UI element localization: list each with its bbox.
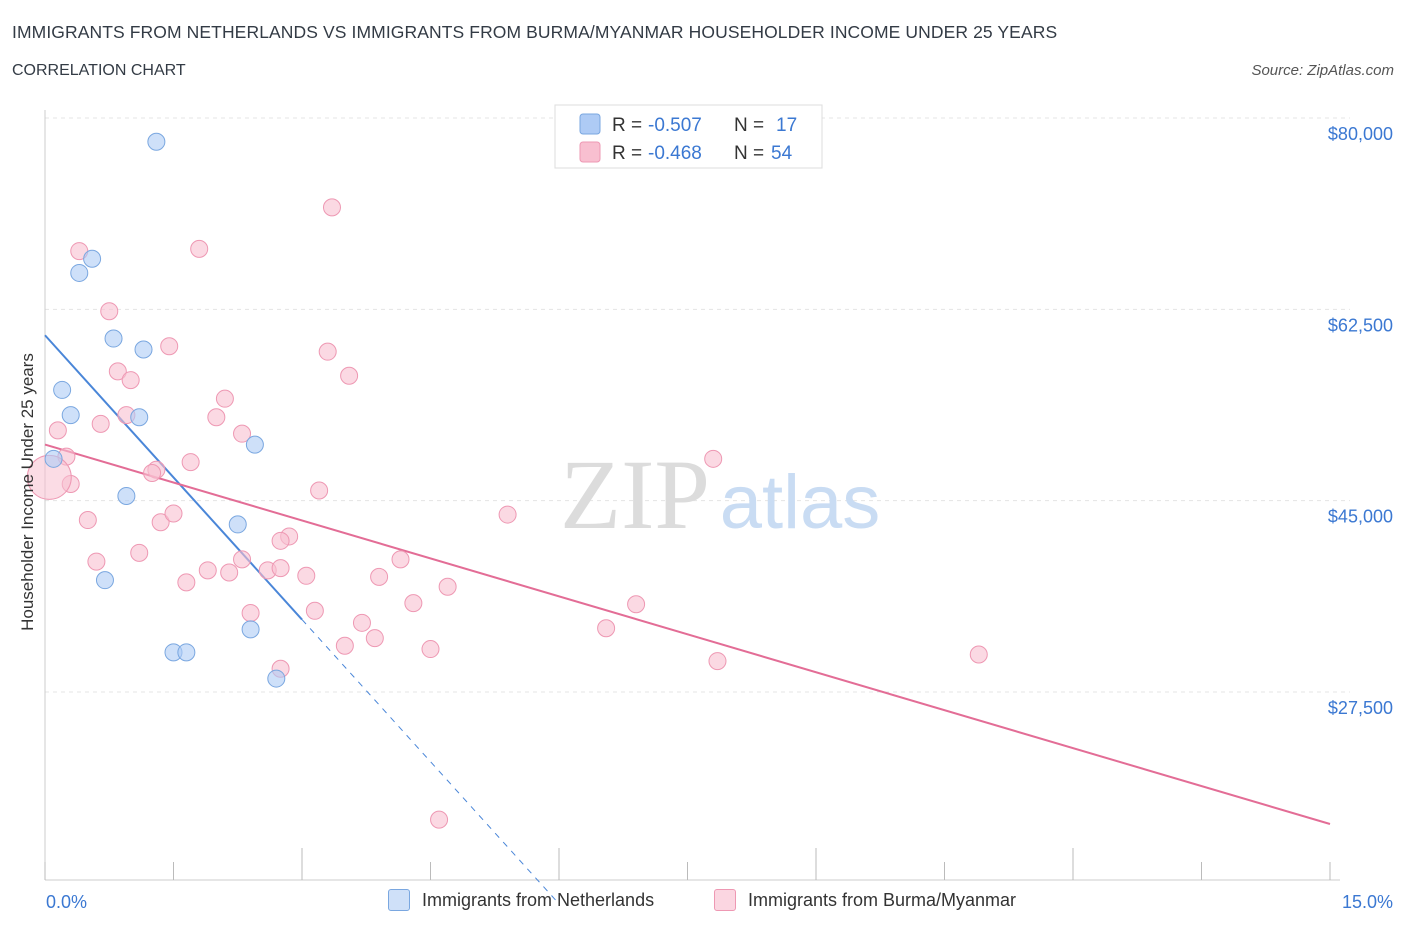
point-netherlands — [53, 380, 72, 399]
point-burma — [121, 371, 140, 390]
point-burma — [352, 613, 371, 632]
legend-swatch-burma — [579, 141, 601, 163]
point-burma — [108, 362, 127, 381]
point-burma — [708, 652, 727, 671]
point-burma — [48, 421, 67, 440]
trend-line-burma — [44, 443, 1331, 825]
point-netherlands — [147, 132, 166, 151]
point-burma — [627, 595, 646, 614]
point-netherlands — [177, 643, 196, 662]
point-burma — [198, 561, 217, 580]
point-burma — [421, 640, 440, 659]
trend-line-netherlands-extension — [301, 619, 560, 905]
point-burma — [91, 414, 110, 433]
data-points — [26, 132, 988, 829]
point-burma — [430, 810, 449, 829]
watermark-zip: ZIP — [560, 439, 710, 550]
x-tick-label-min: 0.0% — [46, 892, 87, 912]
legend-bottom: Immigrants from Netherlands Immigrants f… — [0, 889, 1406, 917]
y-axis-label: Householder Income Under 25 years — [18, 353, 37, 631]
point-burma — [78, 511, 97, 530]
point-burma — [340, 366, 359, 385]
point-burma — [151, 513, 170, 532]
watermark: ZIP atlas — [560, 439, 880, 550]
legend-r-value-1: -0.507 — [648, 115, 702, 136]
point-burma — [318, 342, 337, 361]
y-tick-label: $45,000 — [1328, 507, 1393, 527]
point-burma — [704, 449, 723, 468]
point-burma — [305, 601, 324, 620]
axis-labels: $27,500 $45,000 $62,500 $80,000 0.0% 15.0% — [46, 124, 1393, 912]
point-netherlands — [228, 515, 247, 534]
point-burma — [160, 337, 179, 356]
point-netherlands — [44, 449, 63, 468]
point-burma — [233, 424, 252, 443]
legend-n-value-2: 54 — [771, 143, 793, 164]
point-netherlands — [104, 329, 123, 348]
point-burma — [969, 645, 988, 664]
x-tick-label-max: 15.0% — [1342, 892, 1393, 912]
legend-label-burma: Immigrants from Burma/Myanmar — [748, 889, 1017, 910]
y-tick-label: $80,000 — [1328, 124, 1393, 144]
point-netherlands — [241, 620, 260, 639]
legend-n-label-2: N = — [734, 143, 764, 164]
point-burma — [190, 239, 209, 258]
point-netherlands — [95, 571, 114, 590]
point-burma — [215, 389, 234, 408]
point-burma — [365, 629, 384, 648]
y-tick-label: $27,500 — [1328, 698, 1393, 718]
legend-swatch-netherlands — [579, 113, 601, 135]
point-burma — [241, 603, 260, 622]
chart-title: IMMIGRANTS FROM NETHERLANDS VS IMMIGRANT… — [12, 22, 1058, 42]
point-netherlands — [134, 340, 153, 359]
point-burma — [181, 453, 200, 472]
point-netherlands — [117, 486, 136, 505]
legend-item-burma: Immigrants from Burma/Myanmar — [714, 889, 1016, 911]
point-burma — [164, 504, 183, 523]
y-tick-label: $62,500 — [1328, 315, 1393, 335]
legend-r-label-2: R = — [612, 143, 642, 164]
watermark-atlas: atlas — [720, 460, 881, 545]
point-burma — [271, 559, 290, 578]
point-netherlands — [83, 249, 102, 268]
point-burma — [310, 481, 329, 500]
point-burma — [233, 550, 252, 569]
point-burma — [335, 636, 354, 655]
point-burma — [438, 577, 457, 596]
point-burma — [87, 552, 106, 571]
point-netherlands — [130, 408, 149, 427]
source-label: Source: ZipAtlas.com — [1251, 62, 1394, 79]
point-netherlands — [267, 669, 286, 688]
point-burma — [498, 505, 517, 524]
point-burma — [370, 567, 389, 586]
point-burma — [391, 550, 410, 569]
chart-subtitle: CORRELATION CHART — [12, 62, 186, 79]
point-netherlands — [61, 406, 80, 425]
point-burma — [177, 573, 196, 592]
legend-item-netherlands: Immigrants from Netherlands — [388, 889, 654, 911]
legend-r-value-2: -0.468 — [648, 143, 702, 164]
grid-lines — [45, 117, 1350, 693]
point-burma — [297, 566, 316, 585]
point-burma — [130, 543, 149, 562]
point-burma — [322, 198, 341, 217]
legend-n-value-1: 17 — [776, 115, 797, 136]
point-burma — [100, 302, 119, 321]
point-netherlands — [70, 263, 89, 282]
legend-r-label-1: R = — [612, 115, 642, 136]
point-burma — [207, 408, 226, 427]
point-burma — [220, 563, 239, 582]
legend-label-netherlands: Immigrants from Netherlands — [422, 889, 655, 910]
legend-n-label-1: N = — [734, 115, 764, 136]
point-burma — [597, 619, 616, 638]
point-burma — [271, 531, 290, 550]
legend-swatch-burma-bottom — [714, 889, 736, 911]
legend-swatch-netherlands-bottom — [388, 889, 410, 911]
point-burma — [143, 464, 162, 483]
point-netherlands — [245, 435, 264, 454]
trend-lines — [44, 334, 1331, 905]
legend-top: R = -0.507 N = 17 R = -0.468 N = 54 — [554, 104, 823, 169]
point-burma — [404, 594, 423, 613]
